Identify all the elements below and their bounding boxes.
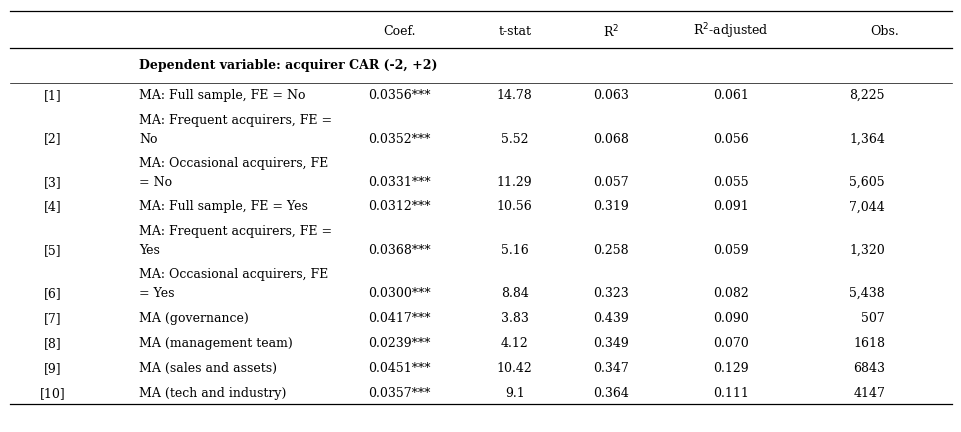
- Text: 4147: 4147: [852, 387, 884, 400]
- Text: MA: Frequent acquirers, FE =: MA: Frequent acquirers, FE =: [139, 225, 333, 238]
- Text: 1,320: 1,320: [849, 244, 884, 257]
- Text: Yes: Yes: [139, 244, 160, 257]
- Text: 0.061: 0.061: [712, 89, 749, 102]
- Text: 5.52: 5.52: [501, 133, 528, 146]
- Text: = No: = No: [139, 176, 172, 189]
- Text: [5]: [5]: [44, 244, 62, 257]
- Text: 507: 507: [860, 312, 884, 325]
- Text: 11.29: 11.29: [496, 176, 532, 189]
- Text: 0.063: 0.063: [592, 89, 628, 102]
- Text: 1618: 1618: [852, 337, 884, 350]
- Text: 6843: 6843: [852, 362, 884, 375]
- Text: MA: Frequent acquirers, FE =: MA: Frequent acquirers, FE =: [139, 114, 333, 127]
- Text: 0.059: 0.059: [712, 244, 749, 257]
- Text: 10.56: 10.56: [496, 200, 532, 213]
- Text: 0.0356***: 0.0356***: [368, 89, 430, 102]
- Text: MA: Full sample, FE = No: MA: Full sample, FE = No: [139, 89, 306, 102]
- Text: 8.84: 8.84: [501, 287, 528, 300]
- Text: MA (management team): MA (management team): [139, 337, 293, 350]
- Text: 0.323: 0.323: [592, 287, 628, 300]
- Text: 0.0357***: 0.0357***: [368, 387, 430, 400]
- Text: 0.0312***: 0.0312***: [368, 200, 430, 213]
- Text: 5.16: 5.16: [501, 244, 528, 257]
- Text: 0.364: 0.364: [592, 387, 628, 400]
- Text: t-stat: t-stat: [498, 25, 530, 38]
- Text: MA: Full sample, FE = Yes: MA: Full sample, FE = Yes: [139, 200, 308, 213]
- Text: 0.129: 0.129: [712, 362, 749, 375]
- Text: 9.1: 9.1: [505, 387, 524, 400]
- Text: 0.347: 0.347: [592, 362, 628, 375]
- Text: 10.42: 10.42: [496, 362, 532, 375]
- Text: 0.0239***: 0.0239***: [368, 337, 430, 350]
- Text: Coef.: Coef.: [382, 25, 415, 38]
- Text: 5,605: 5,605: [849, 176, 884, 189]
- Text: 1,364: 1,364: [849, 133, 884, 146]
- Text: 0.068: 0.068: [592, 133, 628, 146]
- Text: 0.0300***: 0.0300***: [367, 287, 431, 300]
- Text: MA (sales and assets): MA (sales and assets): [139, 362, 277, 375]
- Text: 0.439: 0.439: [592, 312, 628, 325]
- Text: = Yes: = Yes: [139, 287, 175, 300]
- Text: 0.057: 0.057: [592, 176, 628, 189]
- Text: 0.090: 0.090: [712, 312, 749, 325]
- Text: 0.111: 0.111: [712, 387, 749, 400]
- Text: [9]: [9]: [44, 362, 62, 375]
- Text: [4]: [4]: [44, 200, 62, 213]
- Text: Dependent variable: acquirer CAR (-2, +2): Dependent variable: acquirer CAR (-2, +2…: [139, 59, 437, 72]
- Text: 0.091: 0.091: [712, 200, 749, 213]
- Text: [10]: [10]: [40, 387, 65, 400]
- Text: MA: Occasional acquirers, FE: MA: Occasional acquirers, FE: [139, 268, 329, 281]
- Text: 8,225: 8,225: [849, 89, 884, 102]
- Text: [2]: [2]: [44, 133, 62, 146]
- Text: 14.78: 14.78: [496, 89, 532, 102]
- Text: 0.056: 0.056: [712, 133, 749, 146]
- Text: 0.319: 0.319: [592, 200, 628, 213]
- Text: 0.258: 0.258: [592, 244, 628, 257]
- Text: 0.0368***: 0.0368***: [367, 244, 431, 257]
- Text: [3]: [3]: [44, 176, 62, 189]
- Text: 5,438: 5,438: [849, 287, 884, 300]
- Text: 0.055: 0.055: [712, 176, 749, 189]
- Text: Obs.: Obs.: [870, 25, 899, 38]
- Text: MA (governance): MA (governance): [139, 312, 249, 325]
- Text: 7,044: 7,044: [849, 200, 884, 213]
- Text: No: No: [139, 133, 158, 146]
- Text: R$^2$-adjusted: R$^2$-adjusted: [693, 22, 768, 41]
- Text: [1]: [1]: [44, 89, 62, 102]
- Text: [7]: [7]: [44, 312, 62, 325]
- Text: 0.0451***: 0.0451***: [368, 362, 430, 375]
- Text: MA (tech and industry): MA (tech and industry): [139, 387, 286, 400]
- Text: R$^2$: R$^2$: [603, 23, 618, 40]
- Text: 0.349: 0.349: [592, 337, 628, 350]
- Text: 0.0331***: 0.0331***: [367, 176, 431, 189]
- Text: 0.0417***: 0.0417***: [368, 312, 430, 325]
- Text: 0.0352***: 0.0352***: [368, 133, 430, 146]
- Text: 0.070: 0.070: [712, 337, 749, 350]
- Text: 3.83: 3.83: [501, 312, 528, 325]
- Text: [6]: [6]: [44, 287, 62, 300]
- Text: 0.082: 0.082: [712, 287, 749, 300]
- Text: 4.12: 4.12: [501, 337, 528, 350]
- Text: MA: Occasional acquirers, FE: MA: Occasional acquirers, FE: [139, 157, 329, 170]
- Text: [8]: [8]: [44, 337, 62, 350]
